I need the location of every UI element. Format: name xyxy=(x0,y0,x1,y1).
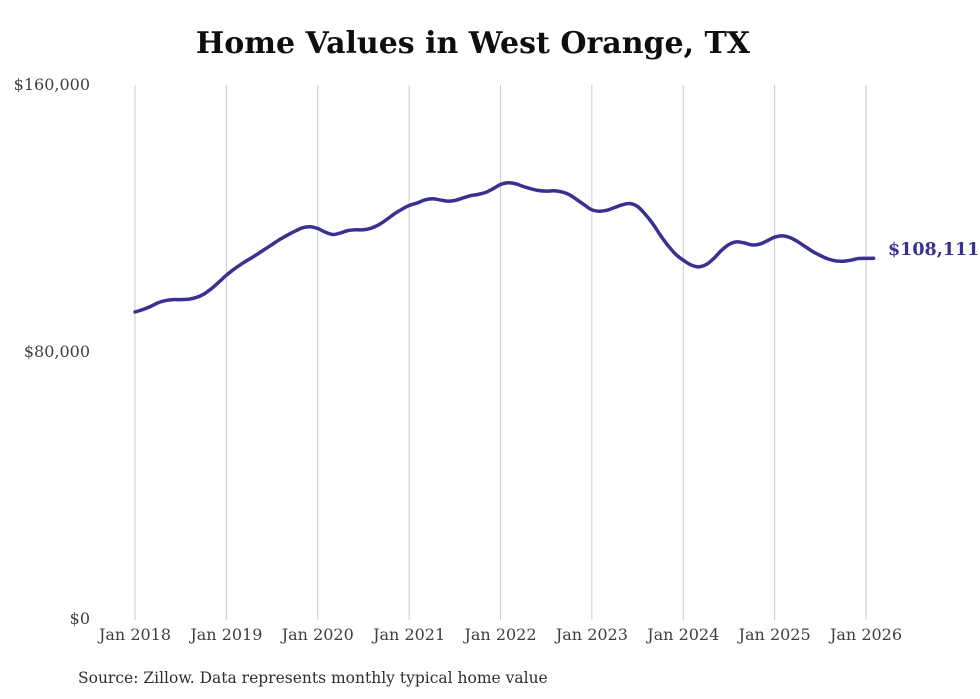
y-tick-label: $80,000 xyxy=(23,342,90,361)
x-tick-label: Jan 2018 xyxy=(98,625,172,644)
x-tick-label: Jan 2022 xyxy=(464,625,537,644)
y-tick-label: $0 xyxy=(69,609,90,628)
home-value-line xyxy=(133,181,876,314)
x-tick-label: Jan 2024 xyxy=(647,625,720,644)
year-gridlines xyxy=(134,85,867,620)
source-note: Source: Zillow. Data represents monthly … xyxy=(78,669,548,687)
x-tick-label: Jan 2023 xyxy=(555,625,628,644)
y-tick-label: $160,000 xyxy=(13,75,90,94)
x-tick-label: Jan 2019 xyxy=(190,625,263,644)
end-value-label: $108,111 xyxy=(888,240,980,260)
x-tick-label: Jan 2021 xyxy=(373,625,446,644)
chart-title: Home Values in West Orange, TX xyxy=(195,26,751,61)
x-tick-label: Jan 2020 xyxy=(281,625,354,644)
x-tick-label: Jan 2025 xyxy=(738,625,811,644)
x-tick-label: Jan 2026 xyxy=(829,625,903,644)
